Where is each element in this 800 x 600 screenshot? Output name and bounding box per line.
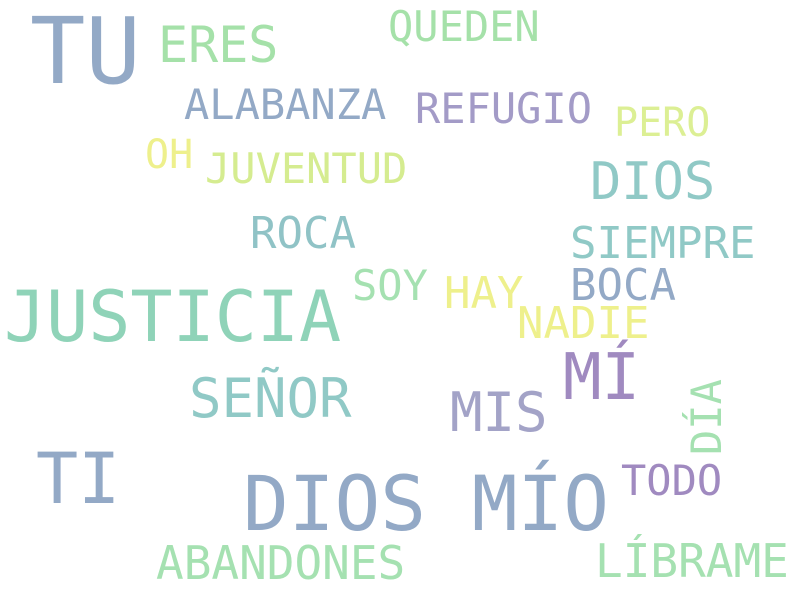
- word-siempre: SIEMPRE: [570, 218, 756, 269]
- word-abandones: ABANDONES: [156, 536, 406, 590]
- word-pero: PERO: [614, 100, 711, 146]
- word-dios: DIOS: [590, 152, 716, 212]
- word-soy: SOY: [352, 261, 428, 310]
- word-oh: OH: [145, 132, 194, 178]
- word-roca: ROCA: [250, 208, 356, 259]
- word-alabanza: ALABANZA: [184, 80, 387, 129]
- word-juventud: JUVENTUD: [205, 144, 408, 193]
- word-todo: TODO: [621, 456, 723, 505]
- word-senor: SEÑOR: [189, 367, 352, 430]
- word-boca: BOCA: [570, 260, 676, 311]
- word-librame: LÍBRAME: [595, 534, 789, 588]
- word-queden: QUEDEN: [388, 2, 540, 51]
- word-justicia: JUSTICIA: [4, 276, 342, 358]
- word-dios-mio: DIOS MÍO: [243, 459, 610, 548]
- word-dia: DÍA: [682, 379, 731, 455]
- word-hay: HAY: [444, 268, 524, 319]
- word-mi: MÍ: [563, 341, 641, 415]
- word-refugio: REFUGIO: [415, 84, 593, 133]
- word-eres: ERES: [158, 16, 279, 74]
- word-mis: MIS: [450, 381, 548, 444]
- word-ti: TI: [36, 438, 121, 520]
- word-nadie: NADIE: [517, 298, 650, 349]
- word-tu: TU: [30, 0, 141, 105]
